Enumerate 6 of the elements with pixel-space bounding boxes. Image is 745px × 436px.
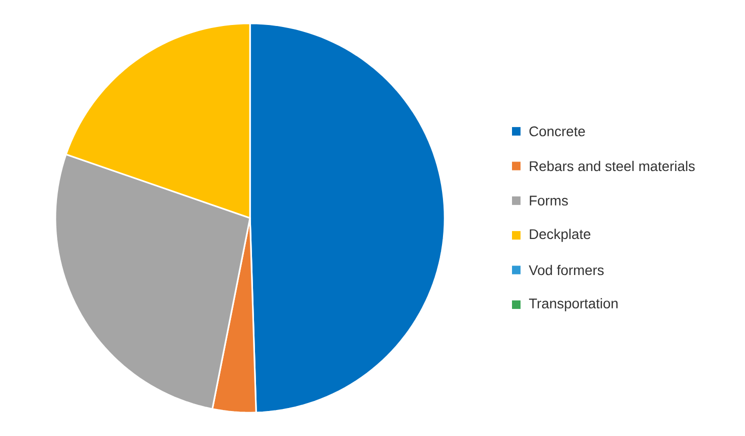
legend-label: Concrete [529, 126, 585, 136]
legend-label: Rebars and steel materials [530, 160, 695, 172]
legend-label: Vod formers [528, 264, 604, 276]
legend-label: Transportation [529, 298, 618, 312]
legend-label: Deckplate [530, 228, 590, 242]
legend-label: Forms [530, 196, 568, 206]
